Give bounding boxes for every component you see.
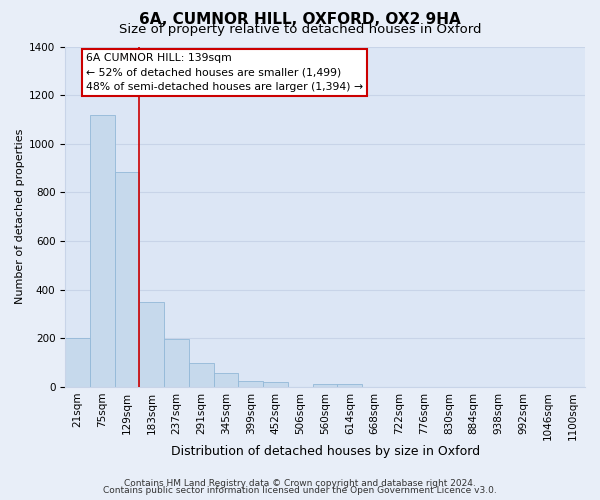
Bar xyxy=(115,172,139,387)
Text: 6A, CUMNOR HILL, OXFORD, OX2 9HA: 6A, CUMNOR HILL, OXFORD, OX2 9HA xyxy=(139,12,461,26)
Bar xyxy=(90,114,115,387)
Text: Contains public sector information licensed under the Open Government Licence v3: Contains public sector information licen… xyxy=(103,486,497,495)
Y-axis label: Number of detached properties: Number of detached properties xyxy=(15,129,25,304)
Text: Size of property relative to detached houses in Oxford: Size of property relative to detached ho… xyxy=(119,22,481,36)
Bar xyxy=(263,382,288,387)
Bar xyxy=(139,302,164,387)
Bar xyxy=(189,362,214,387)
Bar xyxy=(214,374,238,387)
Text: Contains HM Land Registry data © Crown copyright and database right 2024.: Contains HM Land Registry data © Crown c… xyxy=(124,478,476,488)
Bar xyxy=(65,338,90,387)
Text: 6A CUMNOR HILL: 139sqm
← 52% of detached houses are smaller (1,499)
48% of semi-: 6A CUMNOR HILL: 139sqm ← 52% of detached… xyxy=(86,54,363,92)
X-axis label: Distribution of detached houses by size in Oxford: Distribution of detached houses by size … xyxy=(170,444,479,458)
Bar xyxy=(337,384,362,387)
Bar xyxy=(313,384,337,387)
Bar xyxy=(238,382,263,387)
Bar xyxy=(164,340,189,387)
